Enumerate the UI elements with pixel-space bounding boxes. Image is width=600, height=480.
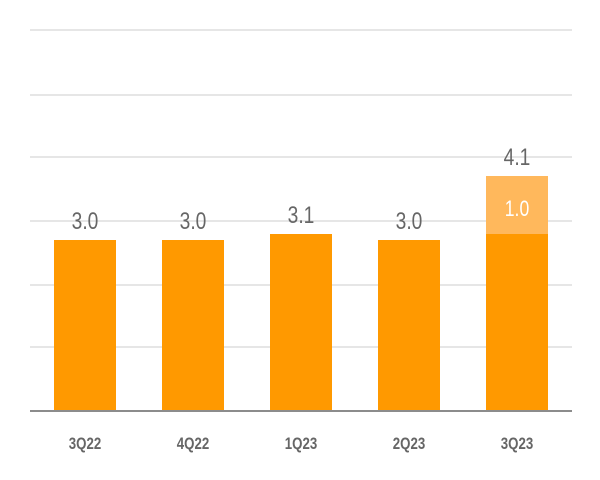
bar-3q22 bbox=[54, 240, 116, 411]
total-label-3q23: 4.1 bbox=[503, 144, 531, 171]
x-axis-line bbox=[30, 410, 572, 412]
x-tick-3q23: 3Q23 bbox=[500, 434, 534, 453]
total-label-4q22: 3.0 bbox=[179, 208, 207, 235]
bar-4q22 bbox=[162, 240, 224, 411]
x-tick-2q23: 2Q23 bbox=[392, 434, 426, 453]
gridline bbox=[30, 29, 572, 31]
total-label-2q23: 3.0 bbox=[395, 208, 423, 235]
bar-segment-increment: 1.0 bbox=[486, 176, 548, 234]
bar-3q23: 1.0 bbox=[486, 176, 548, 411]
bar-segment-base bbox=[270, 234, 332, 411]
bar-segment-base bbox=[378, 240, 440, 411]
bar-segment-base bbox=[486, 234, 548, 411]
x-tick-4q22: 4Q22 bbox=[176, 434, 210, 453]
bar-segment-base bbox=[54, 240, 116, 411]
bar-2q23 bbox=[378, 240, 440, 411]
bar-1q23 bbox=[270, 234, 332, 411]
total-label-1q23: 3.1 bbox=[287, 202, 315, 229]
segment-value-label: 1.0 bbox=[504, 196, 530, 221]
gridline bbox=[30, 220, 572, 222]
x-tick-3q22: 3Q22 bbox=[68, 434, 102, 453]
bar-segment-base bbox=[162, 240, 224, 411]
x-tick-1q23: 1Q23 bbox=[284, 434, 318, 453]
gridline bbox=[30, 156, 572, 158]
total-label-3q22: 3.0 bbox=[71, 208, 99, 235]
gridline bbox=[30, 94, 572, 96]
